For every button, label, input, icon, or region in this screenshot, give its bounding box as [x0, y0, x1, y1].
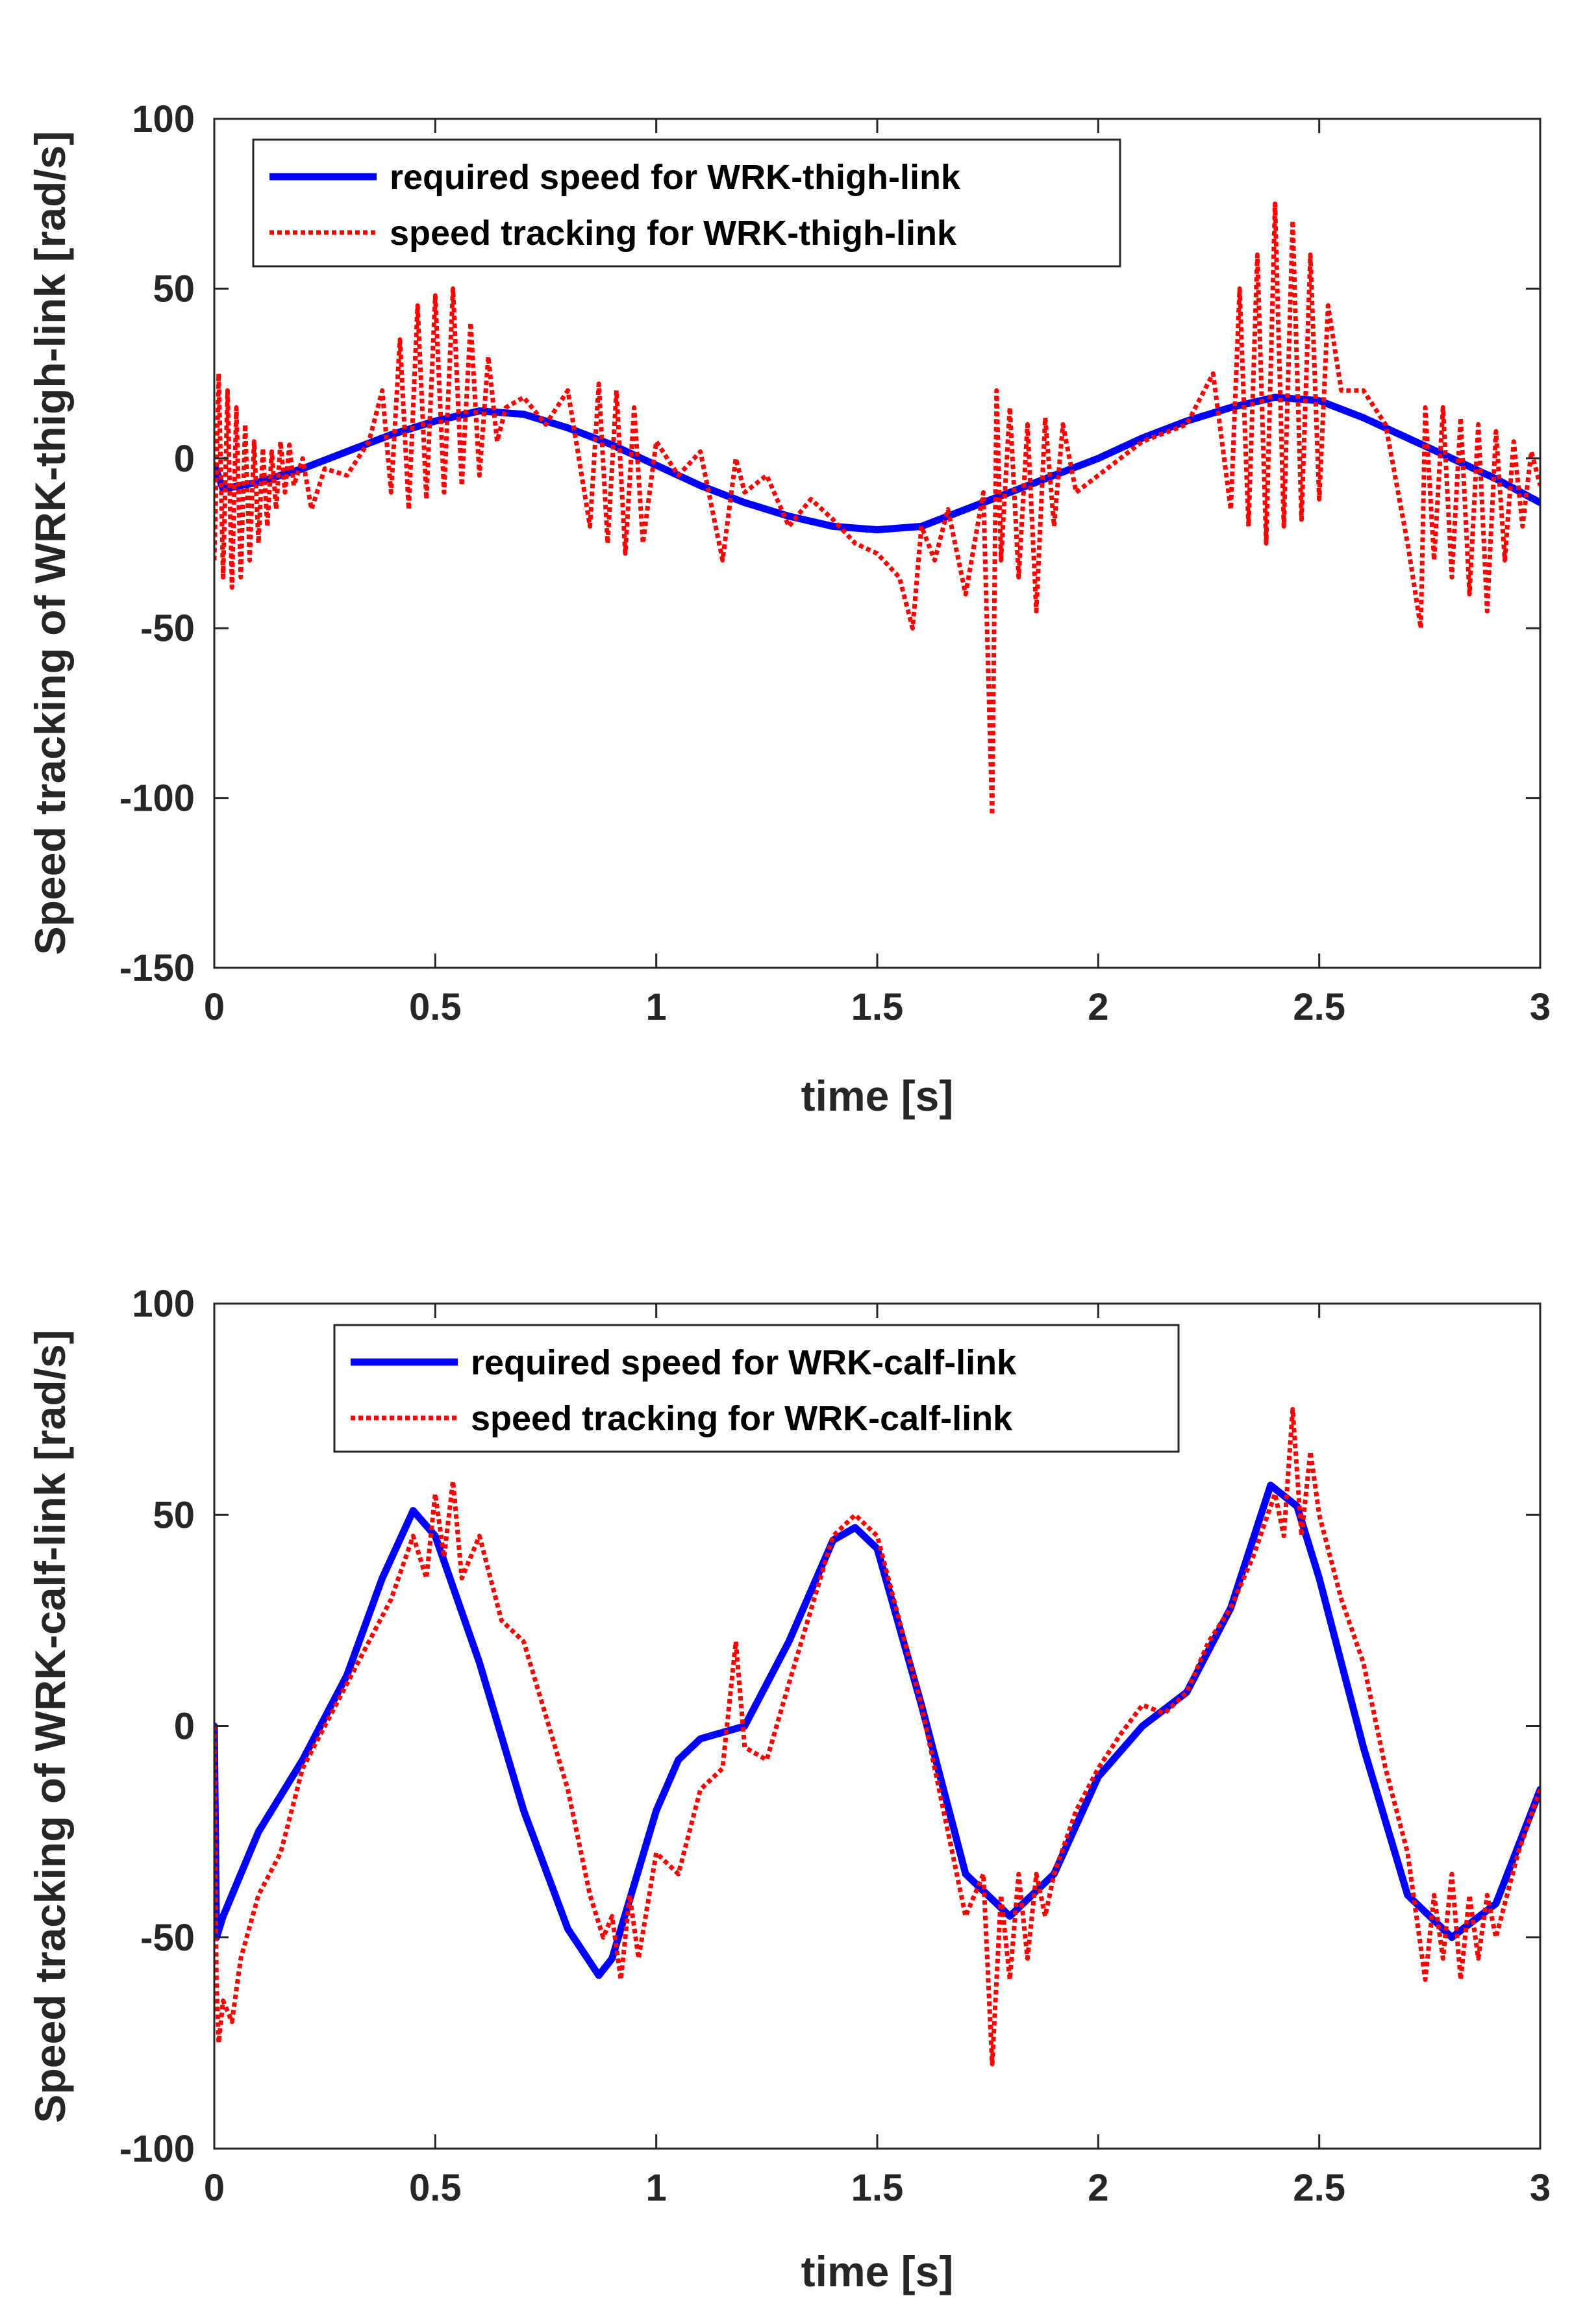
y-tick-label: -150: [119, 947, 195, 989]
y-tick-label: 100: [132, 1283, 195, 1325]
thigh-speed-chart: 0 0.5 1 1.5 2 2.5 3 100 50 0 -50 -100 -150 time [s] Sp…: [26, 98, 1551, 1120]
legend-box: [252, 138, 1121, 268]
y-axis-label: Speed tracking of WRK-thigh-link [rad/s]: [26, 131, 74, 955]
legend-entry-label: speed tracking for WRK-calf-link: [471, 1399, 1013, 1438]
y-tick-label: 0: [174, 438, 195, 480]
x-tick-label: 0.5: [409, 986, 462, 1028]
speed-tracking-line: [214, 201, 1540, 818]
y-axis-label: Speed tracking of WRK-calf-link [rad/s]: [26, 1330, 74, 2123]
x-tick-label: 2.5: [1293, 986, 1345, 1028]
y-tick-label: -50: [140, 607, 195, 650]
required-speed-line: [214, 394, 1540, 534]
x-tick-label: 0: [204, 986, 225, 1028]
legend-entry-label: required speed for WRK-thigh-link: [390, 158, 961, 197]
legend-entry-label: speed tracking for WRK-thigh-link: [390, 214, 957, 253]
x-tick-label: 1: [646, 2167, 667, 2209]
x-axis-label: time [s]: [801, 1072, 954, 1120]
x-tick-label: 0: [204, 2167, 225, 2209]
x-tick-label: 1.5: [851, 986, 904, 1028]
x-tick-label: 2.5: [1293, 2167, 1345, 2209]
x-tick-label: 3: [1530, 986, 1551, 1028]
x-tick-label: 2: [1088, 2167, 1108, 2209]
calf-speed-chart: 0 0.5 1 1.5 2 2.5 3 100 50 0 -50 -100 time [s] Speed …: [26, 1283, 1551, 2295]
y-tick-label: -100: [119, 2128, 195, 2170]
x-tick-label: 1: [646, 986, 667, 1028]
legend-box: [333, 1324, 1180, 1453]
x-axis-label: time [s]: [801, 2247, 954, 2295]
y-tick-label: -100: [119, 777, 195, 820]
legend: required speed for WRK-thigh-link speed t…: [252, 138, 1121, 268]
y-tick-label: -50: [140, 1917, 195, 1959]
y-tick-label: 50: [153, 1494, 195, 1536]
y-tick-label: 100: [132, 98, 195, 140]
y-tick-label: 0: [174, 1706, 195, 1748]
required-speed-line: [214, 1482, 1540, 1979]
x-tick-label: 1.5: [851, 2167, 904, 2209]
legend: required speed for WRK-calf-link speed tr…: [333, 1324, 1180, 1453]
x-tick-label: 0.5: [409, 2167, 462, 2209]
x-tick-label: 3: [1530, 2167, 1551, 2209]
x-tick-label: 2: [1088, 986, 1108, 1028]
legend-entry-label: required speed for WRK-calf-link: [471, 1343, 1017, 1382]
y-tick-label: 50: [153, 268, 195, 310]
speed-tracking-line: [214, 1407, 1540, 2067]
